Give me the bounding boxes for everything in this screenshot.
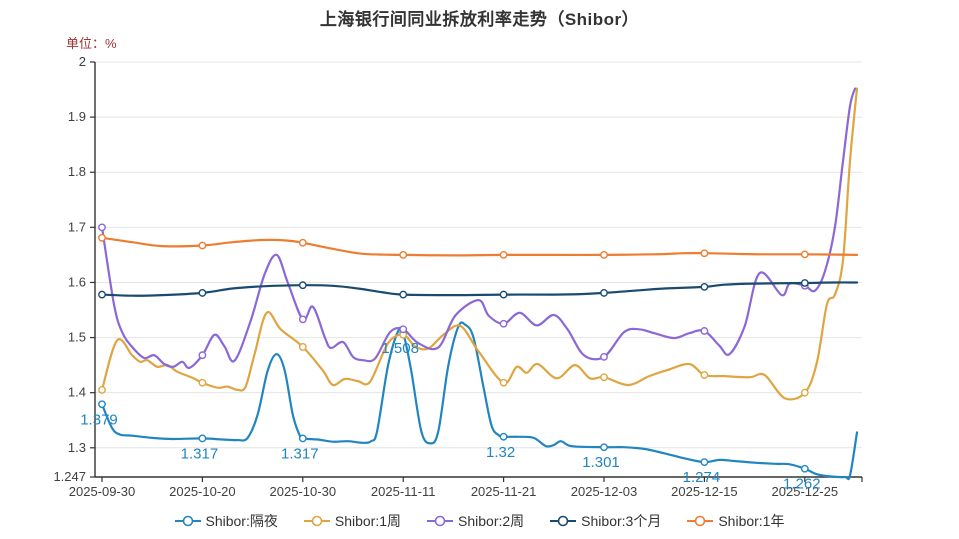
data-point-marker-two-week[interactable] <box>399 325 408 334</box>
data-point-marker-one-week[interactable] <box>600 373 608 382</box>
data-point-marker-one-week[interactable] <box>700 371 709 379</box>
data-point-label-overnight: 1.379 <box>80 411 118 428</box>
data-point-marker-three-month[interactable] <box>298 281 307 290</box>
data-point-marker-two-week[interactable] <box>198 351 207 360</box>
series-line-overnight <box>100 321 859 481</box>
y-axis-tick-label: 1.3 <box>68 440 86 455</box>
y-axis-tick-label: 1.6 <box>68 274 86 289</box>
legend: Shibor:隔夜 Shibor:1周 Shibor:2周 Shibor:3个月 Shi… <box>0 511 959 531</box>
y-axis-tick-label: 2 <box>79 54 86 69</box>
x-axis-tick-label: 2025-12-15 <box>671 484 738 499</box>
x-axis-tick-label: 2025-12-25 <box>772 484 839 499</box>
y-axis-tick-label: 1.5 <box>68 330 86 345</box>
data-point-marker-one-week[interactable] <box>98 386 106 394</box>
x-axis-tick-label: 2025-11-21 <box>471 484 537 499</box>
data-point-marker-overnight[interactable] <box>298 434 307 443</box>
legend-item-overnight[interactable]: Shibor:隔夜 <box>174 511 278 531</box>
data-point-label-overnight: 1.317 <box>281 445 319 462</box>
data-point-marker-three-month[interactable] <box>800 279 809 287</box>
data-point-marker-two-week[interactable] <box>700 327 709 335</box>
data-point-marker-two-week[interactable] <box>98 223 106 232</box>
data-point-marker-one-year[interactable] <box>198 241 207 250</box>
legend-item-two-week[interactable]: Shibor:2周 <box>427 511 524 531</box>
data-point-marker-overnight[interactable] <box>499 432 508 441</box>
data-point-label-overnight: 1.274 <box>683 469 721 486</box>
data-point-marker-one-week[interactable] <box>198 378 207 387</box>
legend-line-circle-icon <box>687 515 714 527</box>
data-point-marker-one-year[interactable] <box>98 233 106 242</box>
data-point-marker-overnight[interactable] <box>700 458 709 467</box>
data-point-label-overnight: 1.262 <box>783 476 821 493</box>
y-axis-tick-label: 1.4 <box>68 385 86 400</box>
data-point-marker-overnight[interactable] <box>600 443 608 452</box>
chart-title: 上海银行间同业拆放利率走势（Shibor） <box>319 10 640 29</box>
data-point-marker-one-year[interactable] <box>800 250 809 259</box>
data-point-marker-one-week[interactable] <box>800 388 809 397</box>
legend-line-circle-icon <box>427 515 454 527</box>
x-axis-tick-label: 2025-11-11 <box>371 484 436 499</box>
legend-label: Shibor:1年 <box>718 513 785 529</box>
data-point-label-overnight: 1.508 <box>381 340 419 357</box>
legend-label: Shibor:隔夜 <box>205 513 278 529</box>
legend-label: Shibor:2周 <box>458 513 525 529</box>
data-point-marker-one-year[interactable] <box>298 238 307 247</box>
data-point-marker-one-year[interactable] <box>700 249 709 258</box>
data-point-marker-two-week[interactable] <box>499 319 508 328</box>
data-point-marker-two-week[interactable] <box>600 352 608 361</box>
legend-line-circle-icon <box>174 515 201 527</box>
data-point-marker-overnight[interactable] <box>198 434 207 443</box>
x-axis-tick-label: 2025-10-20 <box>169 484 236 499</box>
data-point-marker-one-year[interactable] <box>499 250 508 259</box>
data-point-marker-one-week[interactable] <box>499 378 508 387</box>
data-point-label-overnight: 1.317 <box>181 445 219 462</box>
data-point-marker-one-week[interactable] <box>298 343 307 351</box>
data-point-marker-three-month[interactable] <box>399 290 408 299</box>
data-point-marker-one-year[interactable] <box>399 250 408 259</box>
legend-label: Shibor:3个月 <box>581 513 662 529</box>
y-axis-tick-label: 1.7 <box>68 219 86 234</box>
series-line-one-year <box>100 236 859 257</box>
x-axis-tick-label: 2025-09-30 <box>69 484 136 499</box>
legend-line-circle-icon <box>550 515 577 527</box>
data-point-label-overnight: 1.32 <box>486 444 515 461</box>
series-line-two-week <box>100 87 857 370</box>
data-point-marker-three-month[interactable] <box>700 282 709 291</box>
x-axis-tick-label: 2025-10-30 <box>270 484 337 499</box>
y-axis-tick-label: 1.8 <box>68 164 86 179</box>
data-point-marker-two-week[interactable] <box>298 315 307 324</box>
data-point-label-overnight: 1.301 <box>582 454 620 471</box>
series-line-three-month <box>100 281 859 297</box>
legend-item-one-year[interactable]: Shibor:1年 <box>687 511 784 531</box>
legend-line-circle-icon <box>303 515 330 527</box>
data-point-marker-three-month[interactable] <box>198 289 207 297</box>
data-point-marker-overnight[interactable] <box>800 464 809 473</box>
x-axis-tick-label: 2025-12-03 <box>571 484 638 499</box>
y-axis-tick-label: 1.247 <box>53 469 86 484</box>
y-axis-unit-label: 单位：% <box>66 36 117 51</box>
data-point-marker-overnight[interactable] <box>98 400 106 409</box>
y-axis-tick-label: 1.9 <box>68 109 86 124</box>
legend-item-one-week[interactable]: Shibor:1周 <box>303 511 402 531</box>
legend-item-three-month[interactable]: Shibor:3个月 <box>550 511 661 531</box>
data-point-marker-three-month[interactable] <box>600 289 608 297</box>
data-point-marker-one-year[interactable] <box>600 250 608 259</box>
data-point-marker-three-month[interactable] <box>499 290 508 299</box>
data-point-marker-three-month[interactable] <box>98 290 106 299</box>
legend-label: Shibor:1周 <box>334 513 402 529</box>
